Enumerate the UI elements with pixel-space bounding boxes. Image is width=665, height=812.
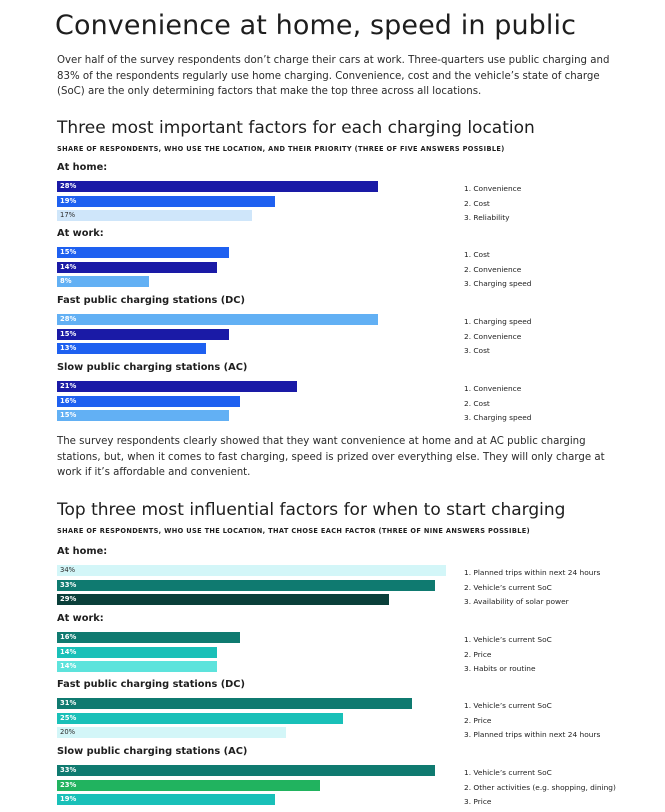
bar-value-label: 28%: [60, 182, 77, 190]
chart-bar: 15%: [57, 328, 229, 340]
bar-value-label: 14%: [60, 662, 77, 670]
factor-label: 1. Planned trips within next 24 hours: [464, 568, 601, 577]
intro-paragraph: Over half of the survey respondents don’…: [57, 55, 610, 98]
factor-label: 1. Convenience: [464, 184, 522, 193]
chart-bar: 16%: [57, 395, 241, 407]
factor-label: 2. Convenience: [464, 331, 522, 341]
bar-value-label: 31%: [60, 699, 77, 707]
chart-bar: 28%: [57, 314, 378, 325]
chart-bar: 19%: [57, 195, 275, 207]
chart-1-group-heading: Slow public charging stations (AC): [57, 362, 248, 373]
factor-label: 1. Cost: [464, 250, 490, 259]
factor-label: 3. Price: [464, 797, 492, 806]
factor-label: 1. Vehicle’s current SoC: [464, 701, 552, 710]
chart-bar: 14%: [57, 261, 218, 273]
factor-label: 1. Vehicle’s current SoC: [464, 635, 552, 644]
bar-value-label: 15%: [60, 329, 77, 338]
chart-2-group-heading: At work:: [57, 613, 104, 624]
factor-label: 3. Habits or routine: [464, 664, 536, 673]
page-title: Convenience at home, speed in public: [55, 10, 577, 41]
bar-value-label: 15%: [60, 411, 77, 419]
chart-1-group-heading: At home:: [57, 162, 108, 173]
bar-value-label: 14%: [60, 647, 77, 656]
factor-label: 2. Vehicle’s current SoC: [464, 582, 552, 592]
bar-value-label: 33%: [60, 580, 77, 589]
bar-value-label: 8%: [60, 277, 72, 285]
chart-bar: 33%: [57, 579, 435, 591]
factor-label: 1. Convenience: [464, 384, 522, 393]
bar-value-label: 29%: [60, 595, 77, 603]
chart-2-group-heading: At home:: [57, 546, 108, 557]
chart-2-subtitle: SHARE OF RESPONDENTS, WHO USE THE LOCATI…: [57, 527, 530, 535]
bar-value-label: 20%: [60, 728, 76, 736]
chart-bar: 23%: [57, 779, 321, 791]
chart-2-title: Top three most influential factors for w…: [57, 500, 566, 520]
chart-bar: 15%: [57, 410, 229, 421]
chart-bar: 14%: [57, 661, 218, 672]
factor-label: 2. Other activities (e.g. shopping, dini…: [464, 782, 616, 792]
chart-bar: 14%: [57, 646, 218, 658]
chart-1-group-heading: At work:: [57, 228, 104, 239]
chart-bar: 17%: [57, 210, 252, 221]
factor-label: 1. Vehicle’s current SoC: [464, 768, 552, 777]
factor-label: 2. Cost: [464, 198, 490, 208]
chart-bar: 31%: [57, 698, 412, 709]
bar-value-label: 33%: [60, 766, 77, 774]
factor-label: 3. Reliability: [464, 213, 510, 222]
middle-paragraph: The survey respondents clearly showed th…: [57, 436, 605, 479]
bar-value-label: 34%: [60, 566, 76, 574]
bar-value-label: 15%: [60, 248, 77, 256]
chart-bar: 33%: [57, 765, 435, 776]
chart-bar: 8%: [57, 276, 149, 287]
chart-bar: 16%: [57, 632, 241, 643]
chart-bar: 25%: [57, 712, 344, 724]
chart-1-title: Three most important factors for each ch…: [57, 118, 535, 138]
bar-value-label: 14%: [60, 262, 77, 271]
bar-value-label: 16%: [60, 396, 77, 405]
factor-label: 2. Price: [464, 649, 492, 659]
bar-value-label: 16%: [60, 633, 77, 641]
bar-value-label: 25%: [60, 713, 77, 722]
factor-label: 3. Availability of solar power: [464, 597, 569, 606]
bar-value-label: 13%: [60, 344, 77, 352]
factor-label: 2. Cost: [464, 398, 490, 408]
factor-label: 3. Cost: [464, 346, 490, 355]
bar-value-label: 21%: [60, 382, 77, 390]
chart-2-group-heading: Fast public charging stations (DC): [57, 679, 245, 690]
bar-value-label: 17%: [60, 211, 76, 219]
chart-bar: 13%: [57, 343, 206, 354]
bar-value-label: 19%: [60, 795, 77, 803]
bar-value-label: 19%: [60, 196, 77, 205]
factor-label: 1. Charging speed: [464, 317, 532, 326]
chart-bar: 20%: [57, 727, 286, 738]
chart-1-subtitle: SHARE OF RESPONDENTS, WHO USE THE LOCATI…: [57, 145, 505, 153]
chart-bar: 15%: [57, 247, 229, 258]
bar-value-label: 28%: [60, 315, 77, 323]
factor-label: 3. Charging speed: [464, 279, 532, 288]
chart-bar: 29%: [57, 594, 390, 605]
chart-2-group-heading: Slow public charging stations (AC): [57, 746, 248, 757]
factor-label: 2. Price: [464, 715, 492, 725]
chart-bar: 19%: [57, 794, 275, 805]
factor-label: 3. Charging speed: [464, 413, 532, 422]
factor-label: 2. Convenience: [464, 264, 522, 274]
chart-bar: 34%: [57, 565, 447, 576]
bar-value-label: 23%: [60, 780, 77, 789]
chart-bar: 21%: [57, 381, 298, 392]
chart-1-group-heading: Fast public charging stations (DC): [57, 295, 245, 306]
chart-bar: 28%: [57, 181, 378, 192]
factor-label: 3. Planned trips within next 24 hours: [464, 730, 601, 739]
